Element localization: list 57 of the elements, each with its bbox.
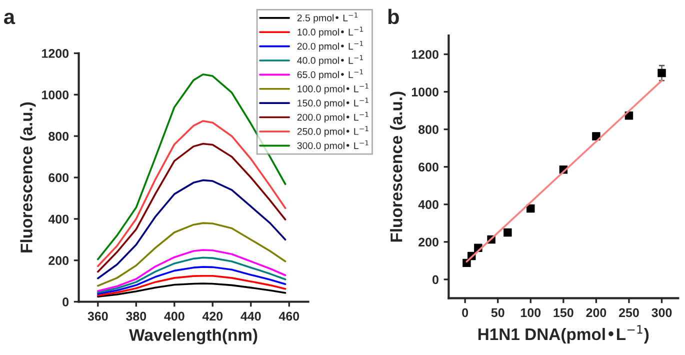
x-tick-label: 420 (202, 312, 223, 321)
y-tick-label: 400 (418, 200, 438, 210)
y-tick-label: 1000 (412, 88, 438, 96)
y-tick-label: 0 (62, 298, 69, 306)
x-tick-label: 360 (88, 312, 108, 321)
x-tick-label: 200 (586, 308, 606, 318)
y-tick-label: 1000 (42, 90, 69, 100)
x-tick-label: 440 (240, 312, 261, 321)
legend-label: 250.0 pmol• L$^{−1}$ (297, 126, 368, 137)
x-tick-label: 380 (126, 312, 146, 321)
text: a (4, 12, 16, 24)
legend-label: 65.0 pmol• L$^{−1}$ (297, 69, 363, 80)
y-tick-label: 400 (48, 214, 69, 224)
legend-label: 150.0 pmol• L$^{−1}$ (298, 98, 368, 108)
legend-label: 40.0 pmol• L$^{−1}$ (297, 55, 363, 66)
y-tick-label: 1200 (42, 49, 69, 58)
legend-label: 300.0 pmol• L$^{−1}$ (297, 140, 368, 152)
x-tick-label: 50 (491, 308, 504, 318)
line-series (96, 120, 286, 268)
point (592, 132, 600, 140)
y-axis-title: Fluorescence (a.u.) (20, 102, 36, 252)
y-tick-label: 200 (418, 238, 438, 247)
line-series (96, 249, 286, 292)
line-series (96, 256, 286, 294)
line-series (96, 274, 286, 296)
x-tick-label: 100 (520, 308, 541, 318)
x-tick-label: 150 (554, 308, 574, 318)
y-tick-label: 800 (418, 125, 438, 134)
point (504, 228, 512, 237)
line-series (96, 142, 286, 273)
line-series (96, 73, 286, 260)
point (526, 204, 535, 213)
x-axis-title: H1N1 DNA(pmol•L$^{−1}$) (478, 325, 649, 344)
y-axis-title: Fluorescence (a.u.) (390, 92, 406, 242)
y-tick-label: 600 (418, 162, 438, 172)
y-tick-label: 200 (48, 256, 69, 265)
legend-label: 100.0 pmol• L$^{−1}$ (298, 84, 368, 94)
legend-label: 10.0 pmol• L$^{−1}$ (298, 26, 363, 38)
line-series (96, 222, 286, 287)
y-tick-label: 1200 (412, 50, 438, 59)
x-tick-label: 0 (462, 308, 468, 318)
x-axis-title: Wavelength(nm) (129, 328, 258, 344)
line-series (96, 266, 286, 295)
legend-label: 200.0 pmol• L$^{−1}$ (297, 112, 368, 123)
legend-label: 2.5 pmol• L$^{−1}$ (297, 12, 358, 24)
x-tick-label: 400 (164, 312, 184, 321)
x-tick-label: 460 (278, 312, 300, 321)
text: b (388, 8, 399, 24)
y-tick-label: 800 (48, 132, 69, 141)
x-tick-label: 250 (618, 308, 639, 318)
y-tick-label: 600 (48, 173, 69, 182)
line-series (96, 179, 286, 280)
line-series (96, 282, 286, 298)
point (658, 68, 666, 78)
y-tick-label: 0 (432, 275, 438, 284)
legend-label: 20.0 pmol• L$^{−1}$ (297, 40, 363, 52)
x-tick-label: 300 (652, 308, 672, 318)
